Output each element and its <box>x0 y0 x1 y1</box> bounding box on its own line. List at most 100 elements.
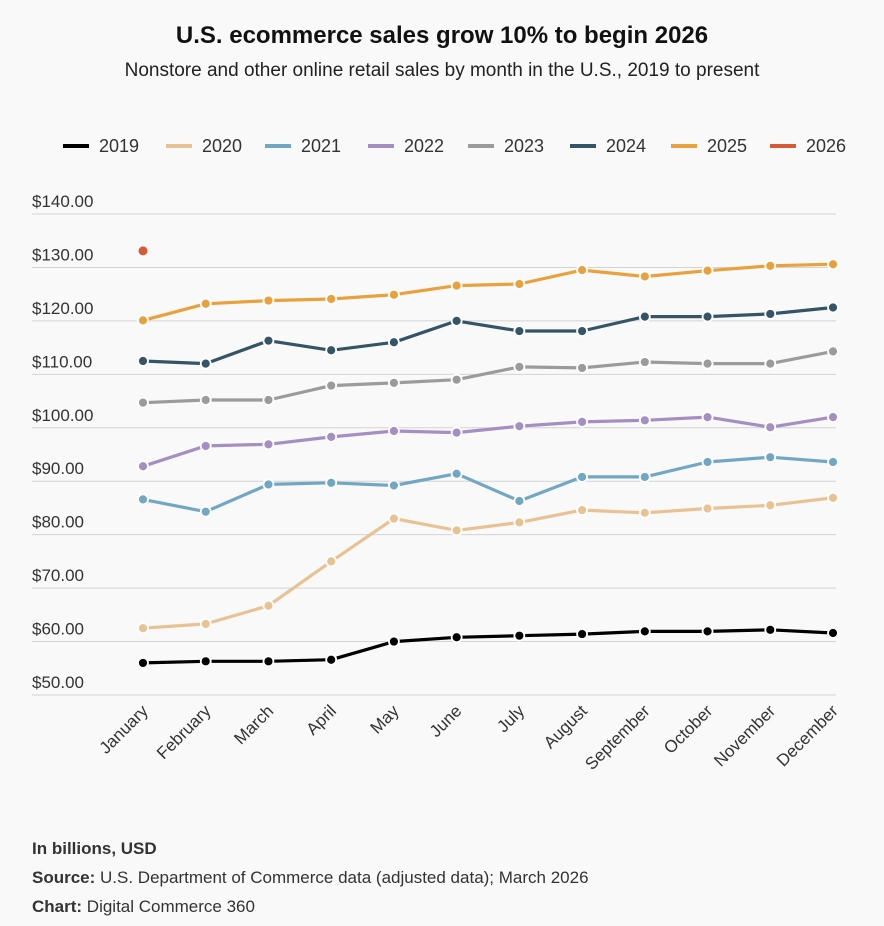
data-point-2024 <box>262 334 275 347</box>
data-point-2025 <box>388 288 400 301</box>
legend-label-2024: 2024 <box>606 136 646 156</box>
data-point-2025 <box>576 264 588 277</box>
data-point-2022 <box>827 411 839 423</box>
data-point-2024 <box>827 301 839 314</box>
data-point-2022 <box>764 421 777 434</box>
data-point-2024 <box>199 357 212 370</box>
series-line-2023 <box>142 349 834 405</box>
data-point-2021 <box>576 471 588 483</box>
data-point-2022 <box>576 415 588 428</box>
data-point-2020 <box>199 618 212 630</box>
data-point-2021 <box>701 456 714 468</box>
data-point-2025 <box>262 294 275 307</box>
source-note: Source: U.S. Department of Commerce data… <box>32 868 589 888</box>
y-tick-label: $120.00 <box>32 299 93 318</box>
data-point-2023 <box>764 357 777 370</box>
x-tick-label: January <box>96 701 153 758</box>
x-tick-label: July <box>493 701 528 736</box>
data-point-2024 <box>576 325 588 337</box>
legend-label-2020: 2020 <box>202 136 242 156</box>
data-point-2024 <box>764 308 777 320</box>
data-point-2020 <box>450 524 463 537</box>
data-point-2021 <box>262 478 275 491</box>
data-point-2023 <box>137 396 149 409</box>
data-point-2025 <box>137 314 149 327</box>
data-point-2025 <box>199 297 212 310</box>
data-point-2021 <box>764 451 777 464</box>
data-point-2019 <box>638 625 651 638</box>
data-point-2019 <box>576 628 588 640</box>
data-point-2024 <box>137 355 149 367</box>
data-point-2025 <box>701 264 714 277</box>
data-point-2024 <box>450 314 463 327</box>
data-point-2021 <box>450 467 463 480</box>
data-point-2019 <box>137 657 149 669</box>
data-point-2019 <box>262 655 275 668</box>
x-tick-label: February <box>153 701 215 763</box>
data-point-2019 <box>701 625 714 638</box>
data-point-2023 <box>576 362 588 374</box>
data-point-2023 <box>325 379 338 392</box>
data-point-2022 <box>450 426 463 439</box>
data-point-2022 <box>701 411 714 423</box>
series-line-2019 <box>142 628 834 665</box>
data-point-2025 <box>513 278 526 290</box>
data-point-2025 <box>827 258 839 271</box>
series-line-2024 <box>142 305 834 366</box>
data-point-2019 <box>450 631 463 644</box>
data-point-2022 <box>137 460 149 473</box>
data-point-2024 <box>638 310 651 323</box>
x-tick-label: May <box>367 701 403 737</box>
data-point-2021 <box>325 476 338 489</box>
data-point-2024 <box>325 344 338 357</box>
legend-label-2022: 2022 <box>404 136 444 156</box>
data-point-2023 <box>262 394 275 406</box>
data-point-2023 <box>638 356 651 368</box>
data-point-2022 <box>262 438 275 451</box>
data-point-2019 <box>827 627 839 639</box>
series-line-2025 <box>142 262 834 322</box>
y-tick-label: $50.00 <box>32 673 84 692</box>
series-line-2022 <box>142 415 834 468</box>
y-axis: $50.00 $60.00 $70.00 $80.00 $90.00 $100.00 $11… <box>32 192 93 692</box>
data-point-2024 <box>513 325 526 337</box>
series-points <box>137 246 839 669</box>
x-tick-label: October <box>660 701 716 757</box>
chart-credit: Chart: Digital Commerce 360 <box>32 897 255 917</box>
data-point-2022 <box>199 440 212 452</box>
data-point-2025 <box>638 270 651 283</box>
data-point-2021 <box>638 471 651 483</box>
legend-label-2021: 2021 <box>301 136 341 156</box>
data-point-2019 <box>764 623 777 636</box>
data-point-2026 <box>138 246 148 256</box>
data-point-2023 <box>199 394 212 406</box>
y-tick-label: $70.00 <box>32 566 84 585</box>
data-point-2020 <box>388 512 400 525</box>
x-tick-label: September <box>581 701 653 773</box>
y-tick-label: $100.00 <box>32 406 93 425</box>
units-note: In billions, USD <box>32 839 157 858</box>
legend-label-2023: 2023 <box>504 136 544 156</box>
source-label: Source: <box>32 868 96 887</box>
data-point-2020 <box>701 502 714 515</box>
data-point-2022 <box>513 420 526 433</box>
x-axis: January February March April May June July Augu… <box>96 701 842 774</box>
data-point-2019 <box>513 629 526 642</box>
x-tick-label: March <box>230 701 277 748</box>
data-point-2021 <box>827 456 839 468</box>
line-chart: 2019 2020 2021 2022 2023 2024 2025 2026 $50.00$… <box>32 136 846 774</box>
x-tick-label: June <box>426 701 466 741</box>
data-point-2021 <box>199 505 212 518</box>
data-point-2023 <box>513 360 526 373</box>
y-tick-label: $110.00 <box>32 352 92 371</box>
data-point-2019 <box>388 635 400 648</box>
series-lines <box>142 262 834 665</box>
data-point-2020 <box>764 499 777 512</box>
chart-credit-text: Digital Commerce 360 <box>82 897 255 916</box>
data-point-2020 <box>827 491 839 504</box>
series-line-2020 <box>142 496 834 630</box>
chart-credit-label: Chart: <box>32 897 83 916</box>
data-point-2024 <box>701 310 714 323</box>
data-point-2020 <box>576 504 588 516</box>
data-point-2020 <box>137 622 149 635</box>
